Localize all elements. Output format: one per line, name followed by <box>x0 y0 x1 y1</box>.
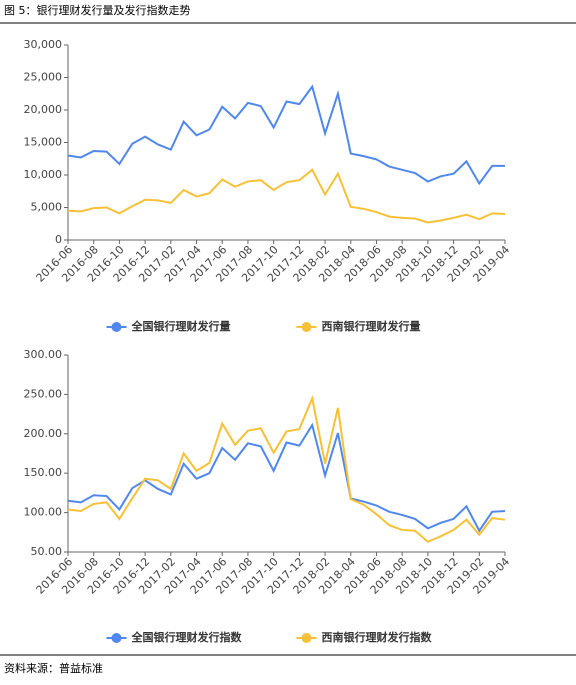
y-tick-label: 100.00 <box>24 506 63 519</box>
legend-label: 全国银行理财发行指数 <box>131 630 243 644</box>
y-tick-label: 250.00 <box>24 387 63 400</box>
y-tick-label: 20,000 <box>24 103 63 116</box>
series-line <box>67 422 506 533</box>
figure-title: 图 5：银行理财发行量及发行指数走势 <box>4 3 191 17</box>
legend-marker <box>301 633 312 643</box>
legend-marker <box>111 633 122 643</box>
source-note: 资料来源：普益标准 <box>4 661 103 675</box>
y-tick-label: 150.00 <box>24 466 63 479</box>
legend-label: 全国银行理财发行量 <box>131 319 231 333</box>
series-line <box>67 394 506 543</box>
y-tick-label: 10,000 <box>24 168 63 181</box>
y-tick-label: 30,000 <box>24 38 63 51</box>
legend-label: 西南银行理财发行量 <box>322 319 421 333</box>
y-tick-label: 200.00 <box>24 427 63 440</box>
series-line <box>67 84 505 186</box>
y-tick-label: 5,000 <box>31 201 63 214</box>
series-line <box>67 168 506 224</box>
y-tick-label: 300.00 <box>24 348 63 361</box>
y-tick-label: 25,000 <box>24 71 63 84</box>
legend-marker <box>301 322 312 332</box>
y-tick-label: 15,000 <box>24 136 63 149</box>
y-tick-label: 50.00 <box>31 545 63 558</box>
legend-marker <box>111 322 122 332</box>
y-tick-label: 0 <box>55 233 62 246</box>
legend-label: 西南银行理财发行指数 <box>322 630 433 644</box>
